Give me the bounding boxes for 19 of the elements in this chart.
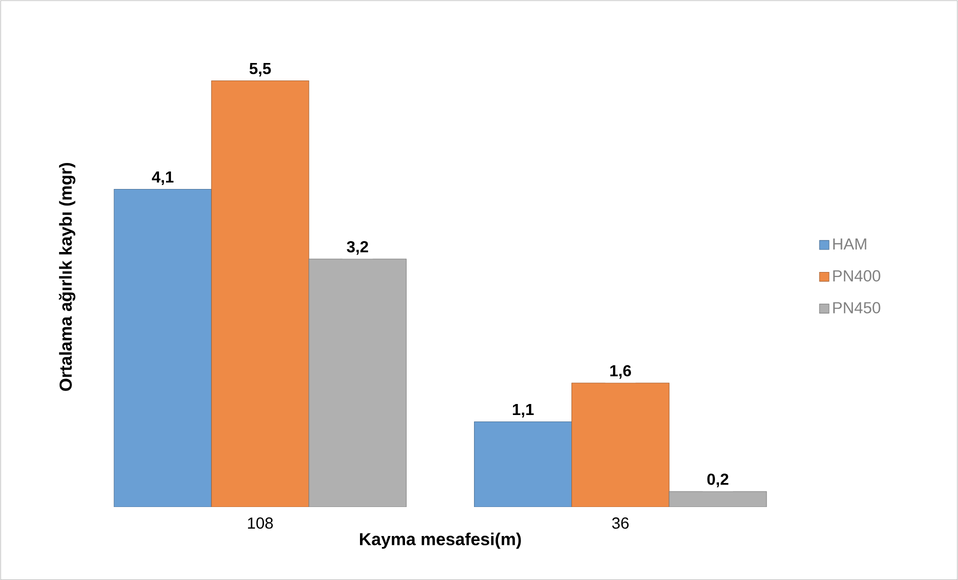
bar: [211, 80, 310, 507]
data-label: 3,2: [346, 240, 368, 255]
x-tick-label: 108: [248, 517, 273, 529]
bar: [474, 421, 572, 507]
bar: [571, 382, 670, 507]
legend-label: PN450: [833, 302, 880, 314]
data-label: 1,6: [610, 364, 631, 379]
data-label: 4,1: [152, 171, 174, 185]
bar: [308, 258, 407, 507]
bar: [114, 188, 212, 507]
data-label: 0,2: [707, 473, 728, 488]
bar: [668, 491, 767, 507]
legend-label: HAM: [833, 238, 866, 250]
data-label: 5,5: [250, 62, 271, 76]
x-tick-label: 36: [612, 517, 629, 529]
data-label: 1,1: [512, 404, 534, 418]
y-axis-title: Ortalama ağırlık kaybı (mgr): [58, 162, 76, 391]
legend-label: PN400: [833, 270, 880, 282]
x-axis-title: Kayma mesafesi(m): [360, 532, 521, 549]
